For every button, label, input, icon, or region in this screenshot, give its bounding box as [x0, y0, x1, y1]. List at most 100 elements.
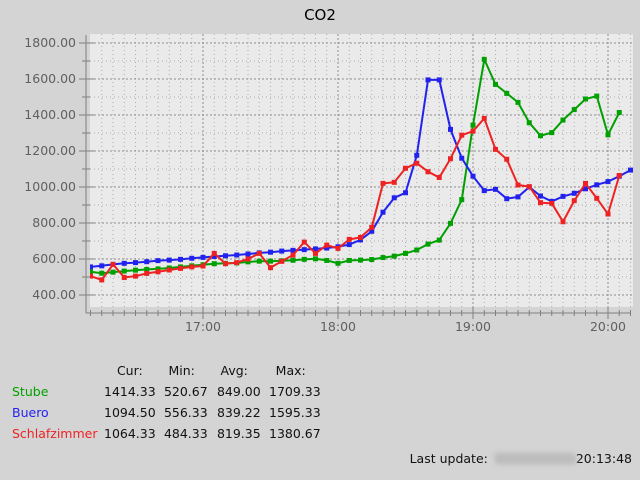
data-point-stube: [414, 247, 420, 253]
y-axis-tick-label: 1800.00: [24, 35, 76, 50]
data-point-buero: [369, 228, 375, 234]
legend-value: 1709.33: [269, 384, 321, 399]
data-point-buero: [268, 249, 273, 255]
data-point-schlafzimmer: [515, 182, 521, 188]
data-point-buero: [358, 237, 363, 243]
data-point-stube: [515, 99, 521, 105]
legend-col-header: Cur:: [116, 363, 143, 378]
last-update-label: Last update:: [409, 451, 488, 466]
legend-value: 1064.33: [104, 426, 156, 441]
data-point-stube: [155, 266, 161, 272]
data-point-buero: [121, 260, 127, 266]
data-point-schlafzimmer: [448, 156, 453, 162]
data-point-buero: [605, 179, 611, 185]
data-point-buero: [290, 247, 296, 253]
data-point-stube: [90, 269, 93, 275]
data-point-buero: [133, 260, 138, 266]
data-point-buero: [189, 255, 195, 261]
data-point-stube: [121, 268, 127, 274]
data-point-schlafzimmer: [459, 132, 465, 138]
data-point-stube: [290, 257, 296, 263]
data-point-stube: [425, 241, 431, 247]
legend-series-name: Schlafzimmer: [12, 426, 98, 441]
x-axis-tick-label: 20:00: [590, 319, 626, 334]
data-point-schlafzimmer: [90, 273, 93, 279]
data-point-schlafzimmer: [110, 261, 116, 267]
data-point-stube: [391, 253, 397, 259]
data-point-schlafzimmer: [166, 267, 172, 273]
legend-value: 556.33: [163, 405, 208, 420]
data-point-schlafzimmer: [256, 250, 262, 256]
legend-value: 520.67: [163, 384, 208, 399]
legend-value: 1094.50: [104, 405, 156, 420]
y-axis-tick-label: 1400.00: [24, 107, 76, 122]
data-point-stube: [245, 259, 251, 265]
data-point-stube: [144, 266, 150, 272]
y-axis-tick-label: 600.00: [32, 251, 76, 266]
x-axis-tick-label: 19:00: [455, 319, 491, 334]
data-point-schlafzimmer: [560, 219, 566, 225]
data-point-schlafzimmer: [155, 269, 161, 275]
legend-col-header: Max:: [275, 363, 306, 378]
data-point-buero: [391, 195, 397, 201]
data-point-stube: [256, 258, 262, 264]
data-point-stube: [571, 107, 577, 113]
legend-row-buero: Buero 1094.50 556.33 839.22 1595.33: [12, 402, 321, 423]
legend-series-name: Stube: [12, 384, 49, 399]
data-point-schlafzimmer: [189, 264, 195, 270]
data-point-schlafzimmer: [571, 198, 577, 204]
data-point-buero: [448, 126, 453, 132]
data-point-stube: [560, 117, 566, 123]
data-point-schlafzimmer: [605, 211, 611, 217]
data-point-schlafzimmer: [391, 179, 397, 185]
data-point-buero: [628, 167, 633, 173]
data-point-schlafzimmer: [425, 169, 431, 175]
data-point-buero: [515, 194, 521, 200]
data-point-buero: [279, 248, 285, 254]
data-point-schlafzimmer: [346, 236, 352, 242]
legend-value: 484.33: [163, 426, 208, 441]
data-point-stube: [346, 257, 352, 263]
data-point-schlafzimmer: [99, 277, 105, 283]
data-point-schlafzimmer: [470, 128, 476, 134]
data-point-buero: [594, 182, 600, 188]
data-point-buero: [211, 253, 217, 259]
data-point-schlafzimmer: [526, 184, 532, 190]
data-point-stube: [448, 220, 453, 226]
data-point-schlafzimmer: [414, 160, 420, 166]
data-point-schlafzimmer: [549, 200, 555, 206]
data-point-stube: [616, 109, 622, 115]
last-update-time: 20:13:48: [575, 451, 632, 466]
data-point-stube: [358, 257, 363, 263]
data-point-stube: [459, 197, 465, 203]
data-point-stube: [335, 260, 341, 266]
data-point-schlafzimmer: [481, 115, 487, 121]
data-point-schlafzimmer: [234, 260, 240, 266]
data-point-stube: [403, 250, 408, 256]
data-point-buero: [223, 253, 228, 259]
data-point-stube: [369, 257, 375, 263]
data-point-schlafzimmer: [279, 258, 285, 264]
data-point-buero: [414, 152, 420, 158]
data-point-schlafzimmer: [403, 165, 408, 171]
data-point-stube: [538, 133, 543, 139]
data-point-schlafzimmer: [335, 245, 341, 251]
data-point-schlafzimmer: [200, 263, 206, 269]
data-point-buero: [178, 256, 183, 262]
data-point-stube: [481, 56, 487, 62]
data-point-schlafzimmer: [121, 275, 127, 281]
data-point-schlafzimmer: [223, 261, 228, 267]
y-axis-tick-label: 800.00: [32, 215, 76, 230]
data-point-schlafzimmer: [301, 239, 307, 245]
redacted-date-blob: [494, 453, 575, 464]
last-update: Last update: 20:13:48: [410, 451, 632, 466]
data-point-stube: [493, 81, 498, 87]
data-point-buero: [90, 264, 93, 270]
data-point-stube: [211, 261, 217, 267]
data-point-stube: [504, 90, 510, 96]
data-point-schlafzimmer: [504, 156, 510, 162]
data-point-buero: [99, 263, 105, 269]
legend-value: 1414.33: [104, 384, 156, 399]
data-point-schlafzimmer: [268, 265, 273, 271]
